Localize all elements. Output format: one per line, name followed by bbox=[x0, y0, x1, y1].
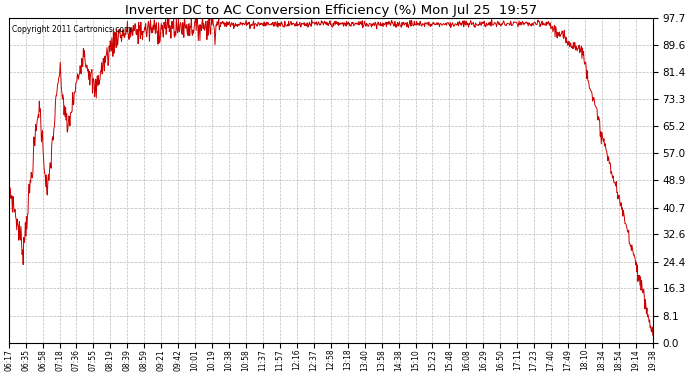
Text: Copyright 2011 Cartronics.com: Copyright 2011 Cartronics.com bbox=[12, 25, 131, 34]
Title: Inverter DC to AC Conversion Efficiency (%) Mon Jul 25  19:57: Inverter DC to AC Conversion Efficiency … bbox=[125, 4, 537, 17]
